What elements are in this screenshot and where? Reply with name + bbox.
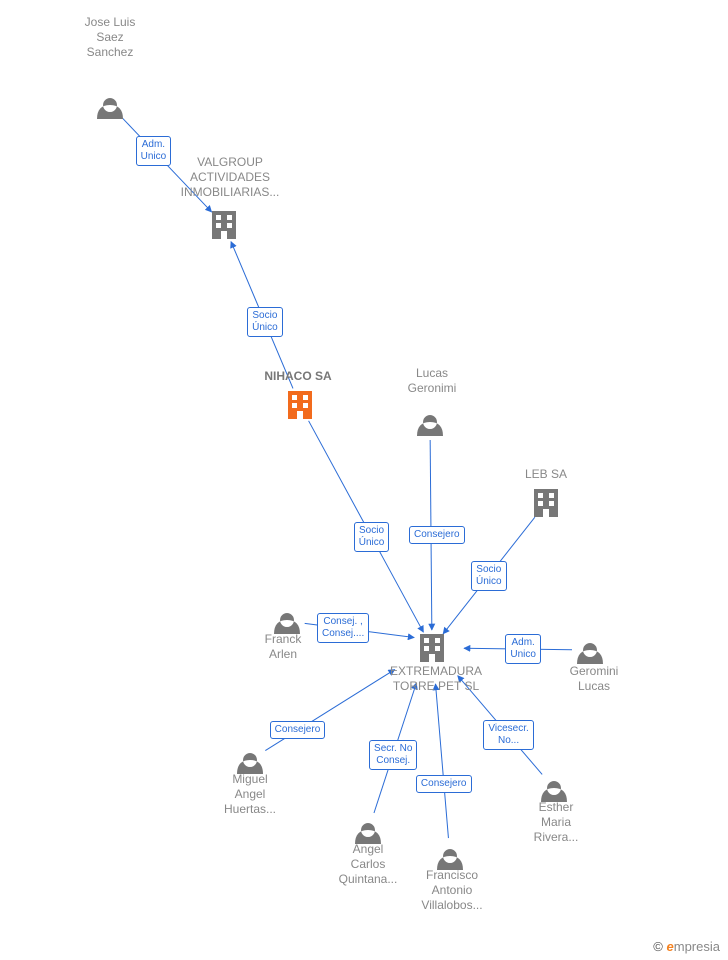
copyright-brand-rest: mpresia [674,939,720,954]
edge-label-leb-extremadura: Socio Único [471,561,507,591]
node-label-geromini: Geromini Lucas [534,664,654,694]
node-label-esther: Esther Maria Rivera... [496,800,616,845]
node-label-leb: LEB SA [486,467,606,482]
edge-label-jose-valgroup: Adm. Unico [136,136,172,166]
edge-label-francisco-extremadura: Consejero [416,775,472,793]
node-leb[interactable] [534,489,558,517]
node-extremadura[interactable] [420,634,444,662]
node-label-miguel: Miguel Angel Huertas... [190,772,310,817]
copyright: © empresia [653,939,720,954]
node-label-nihaco: NIHACO SA [238,369,358,384]
node-geromini[interactable] [577,643,603,664]
node-label-francisco: Francisco Antonio Villalobos... [392,868,512,913]
edge-label-miguel-extremadura: Consejero [270,721,326,739]
node-angel[interactable] [355,823,381,844]
node-lucasg[interactable] [417,415,443,436]
edge-label-nihaco-extremadura: Socio Único [354,522,390,552]
node-franck[interactable] [274,613,300,634]
node-label-lucasg: Lucas Geronimi [372,366,492,396]
node-nihaco[interactable] [288,391,312,419]
edge-label-geromini-extremadura: Adm. Unico [505,634,541,664]
edge-label-lucasg-extremadura: Consejero [409,526,465,544]
node-valgroup[interactable] [212,211,236,239]
node-miguel[interactable] [237,753,263,774]
node-label-valgroup: VALGROUP ACTIVIDADES INMOBILIARIAS... [170,155,290,200]
edge-label-angel-extremadura: Secr. No Consej. [369,740,417,770]
network-graph [0,0,728,960]
node-label-jose: Jose Luis Saez Sanchez [50,15,170,60]
edge-francisco-extremadura [436,684,449,838]
copyright-brand-e: e [667,939,674,954]
edge-label-franck-extremadura: Consej. , Consej.... [317,613,369,643]
node-francisco[interactable] [437,849,463,870]
copyright-symbol: © [653,939,663,954]
node-label-extremadura: EXTREMADURA TORRE PET SL [376,664,496,694]
node-esther[interactable] [541,781,567,802]
edge-label-valgroup-nihaco: Socio Único [247,307,283,337]
edge-label-esther-extremadura: Vicesecr. No... [483,720,533,750]
node-jose[interactable] [97,98,123,119]
